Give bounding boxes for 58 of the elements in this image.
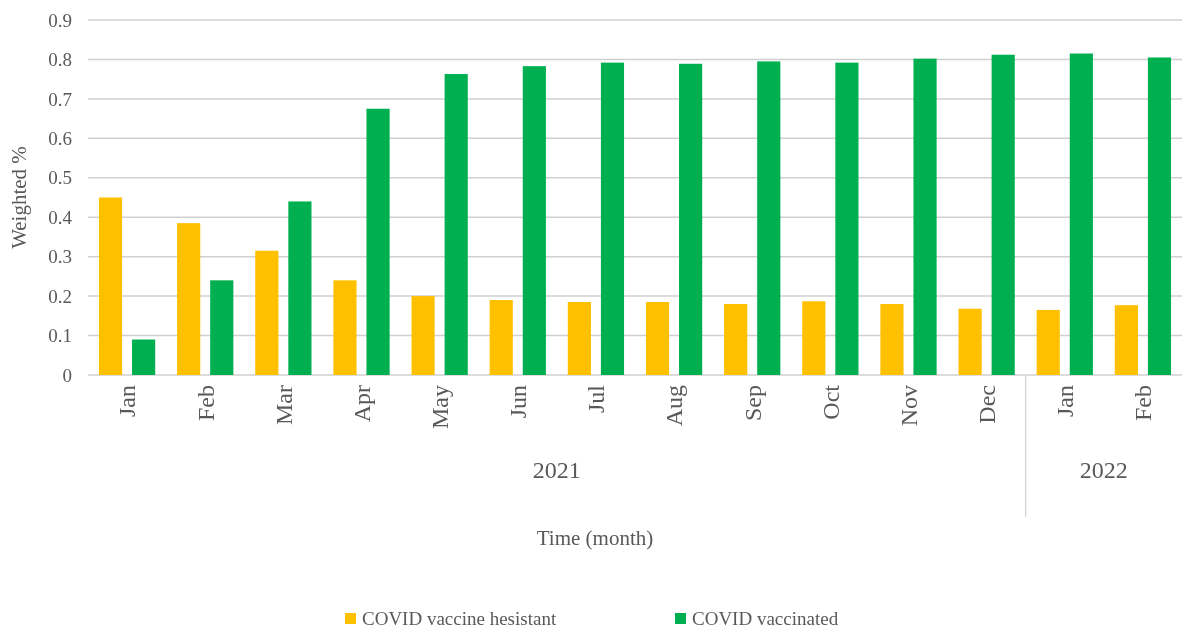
x-tick-label: Nov	[895, 385, 922, 427]
x-tick-label: Sep	[739, 385, 766, 421]
x-tick-label: Oct	[817, 384, 844, 420]
bar	[411, 296, 435, 375]
y-tick-label: 0.6	[48, 127, 72, 149]
bar	[98, 197, 123, 375]
y-tick-label: 0	[62, 364, 72, 386]
bar	[600, 62, 625, 375]
x-tick-label: Jan	[114, 385, 141, 417]
y-tick-label: 0.9	[48, 9, 72, 31]
legend-label: COVID vaccine hesistant	[362, 608, 557, 629]
y-tick-label: 0.2	[48, 285, 72, 307]
bar	[991, 54, 1015, 375]
bar	[288, 201, 312, 375]
bar	[177, 223, 201, 375]
bar	[132, 339, 156, 375]
y-tick-label: 0.8	[48, 49, 72, 71]
bar	[366, 108, 390, 375]
bar	[489, 300, 513, 375]
y-tick-label: 0.1	[48, 325, 72, 347]
legend-label: COVID vaccinated	[692, 608, 839, 629]
bar	[724, 304, 748, 375]
x-tick-label: Feb	[1130, 385, 1157, 421]
x-tick-label: Mar	[270, 384, 297, 425]
bar	[645, 302, 670, 375]
x-tick-label: Dec	[974, 385, 1001, 424]
x-tick-label: Jul	[583, 384, 610, 414]
bar	[880, 304, 904, 375]
y-tick-label: 0.3	[48, 246, 72, 268]
bar	[958, 308, 982, 375]
bar	[522, 66, 546, 375]
bar	[1069, 53, 1093, 375]
bar	[757, 61, 781, 375]
bar	[1036, 309, 1060, 375]
bar	[802, 301, 826, 375]
x-tick-label: Aug	[661, 385, 688, 427]
text: 2022	[1079, 457, 1128, 483]
x-tick-label: Jun	[505, 385, 532, 419]
bar	[333, 280, 357, 375]
y-tick-label: 0.5	[48, 167, 72, 189]
bar	[1114, 305, 1138, 375]
bar	[444, 74, 468, 375]
y-tick-label: 0.7	[48, 88, 72, 110]
bar	[679, 63, 703, 375]
x-tick-label: Feb	[192, 385, 219, 421]
x-axis-title: Time (month)	[536, 526, 654, 550]
bar	[210, 280, 234, 375]
text: 2021	[532, 457, 581, 483]
x-tick-label: Jan	[1052, 385, 1079, 417]
y-tick-label: 0.4	[48, 206, 73, 228]
bar	[567, 302, 591, 375]
x-tick-label: Apr	[348, 385, 375, 423]
bar	[255, 250, 279, 375]
y-axis-title: Weighted %	[7, 146, 31, 249]
bar	[835, 62, 859, 375]
x-tick-label: May	[427, 385, 454, 429]
bar	[1147, 57, 1172, 375]
bar	[913, 58, 937, 375]
